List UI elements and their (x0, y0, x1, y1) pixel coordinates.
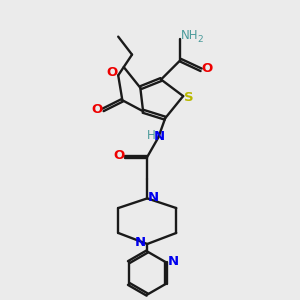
Text: 2: 2 (197, 34, 203, 43)
Text: NH: NH (181, 29, 199, 42)
Text: S: S (184, 91, 194, 104)
Text: O: O (202, 62, 213, 75)
Text: N: N (154, 130, 165, 143)
Text: H: H (147, 129, 156, 142)
Text: N: N (135, 236, 146, 249)
Text: O: O (113, 149, 125, 162)
Text: O: O (106, 65, 118, 79)
Text: O: O (91, 103, 103, 116)
Text: N: N (168, 255, 179, 268)
Text: N: N (148, 191, 159, 204)
